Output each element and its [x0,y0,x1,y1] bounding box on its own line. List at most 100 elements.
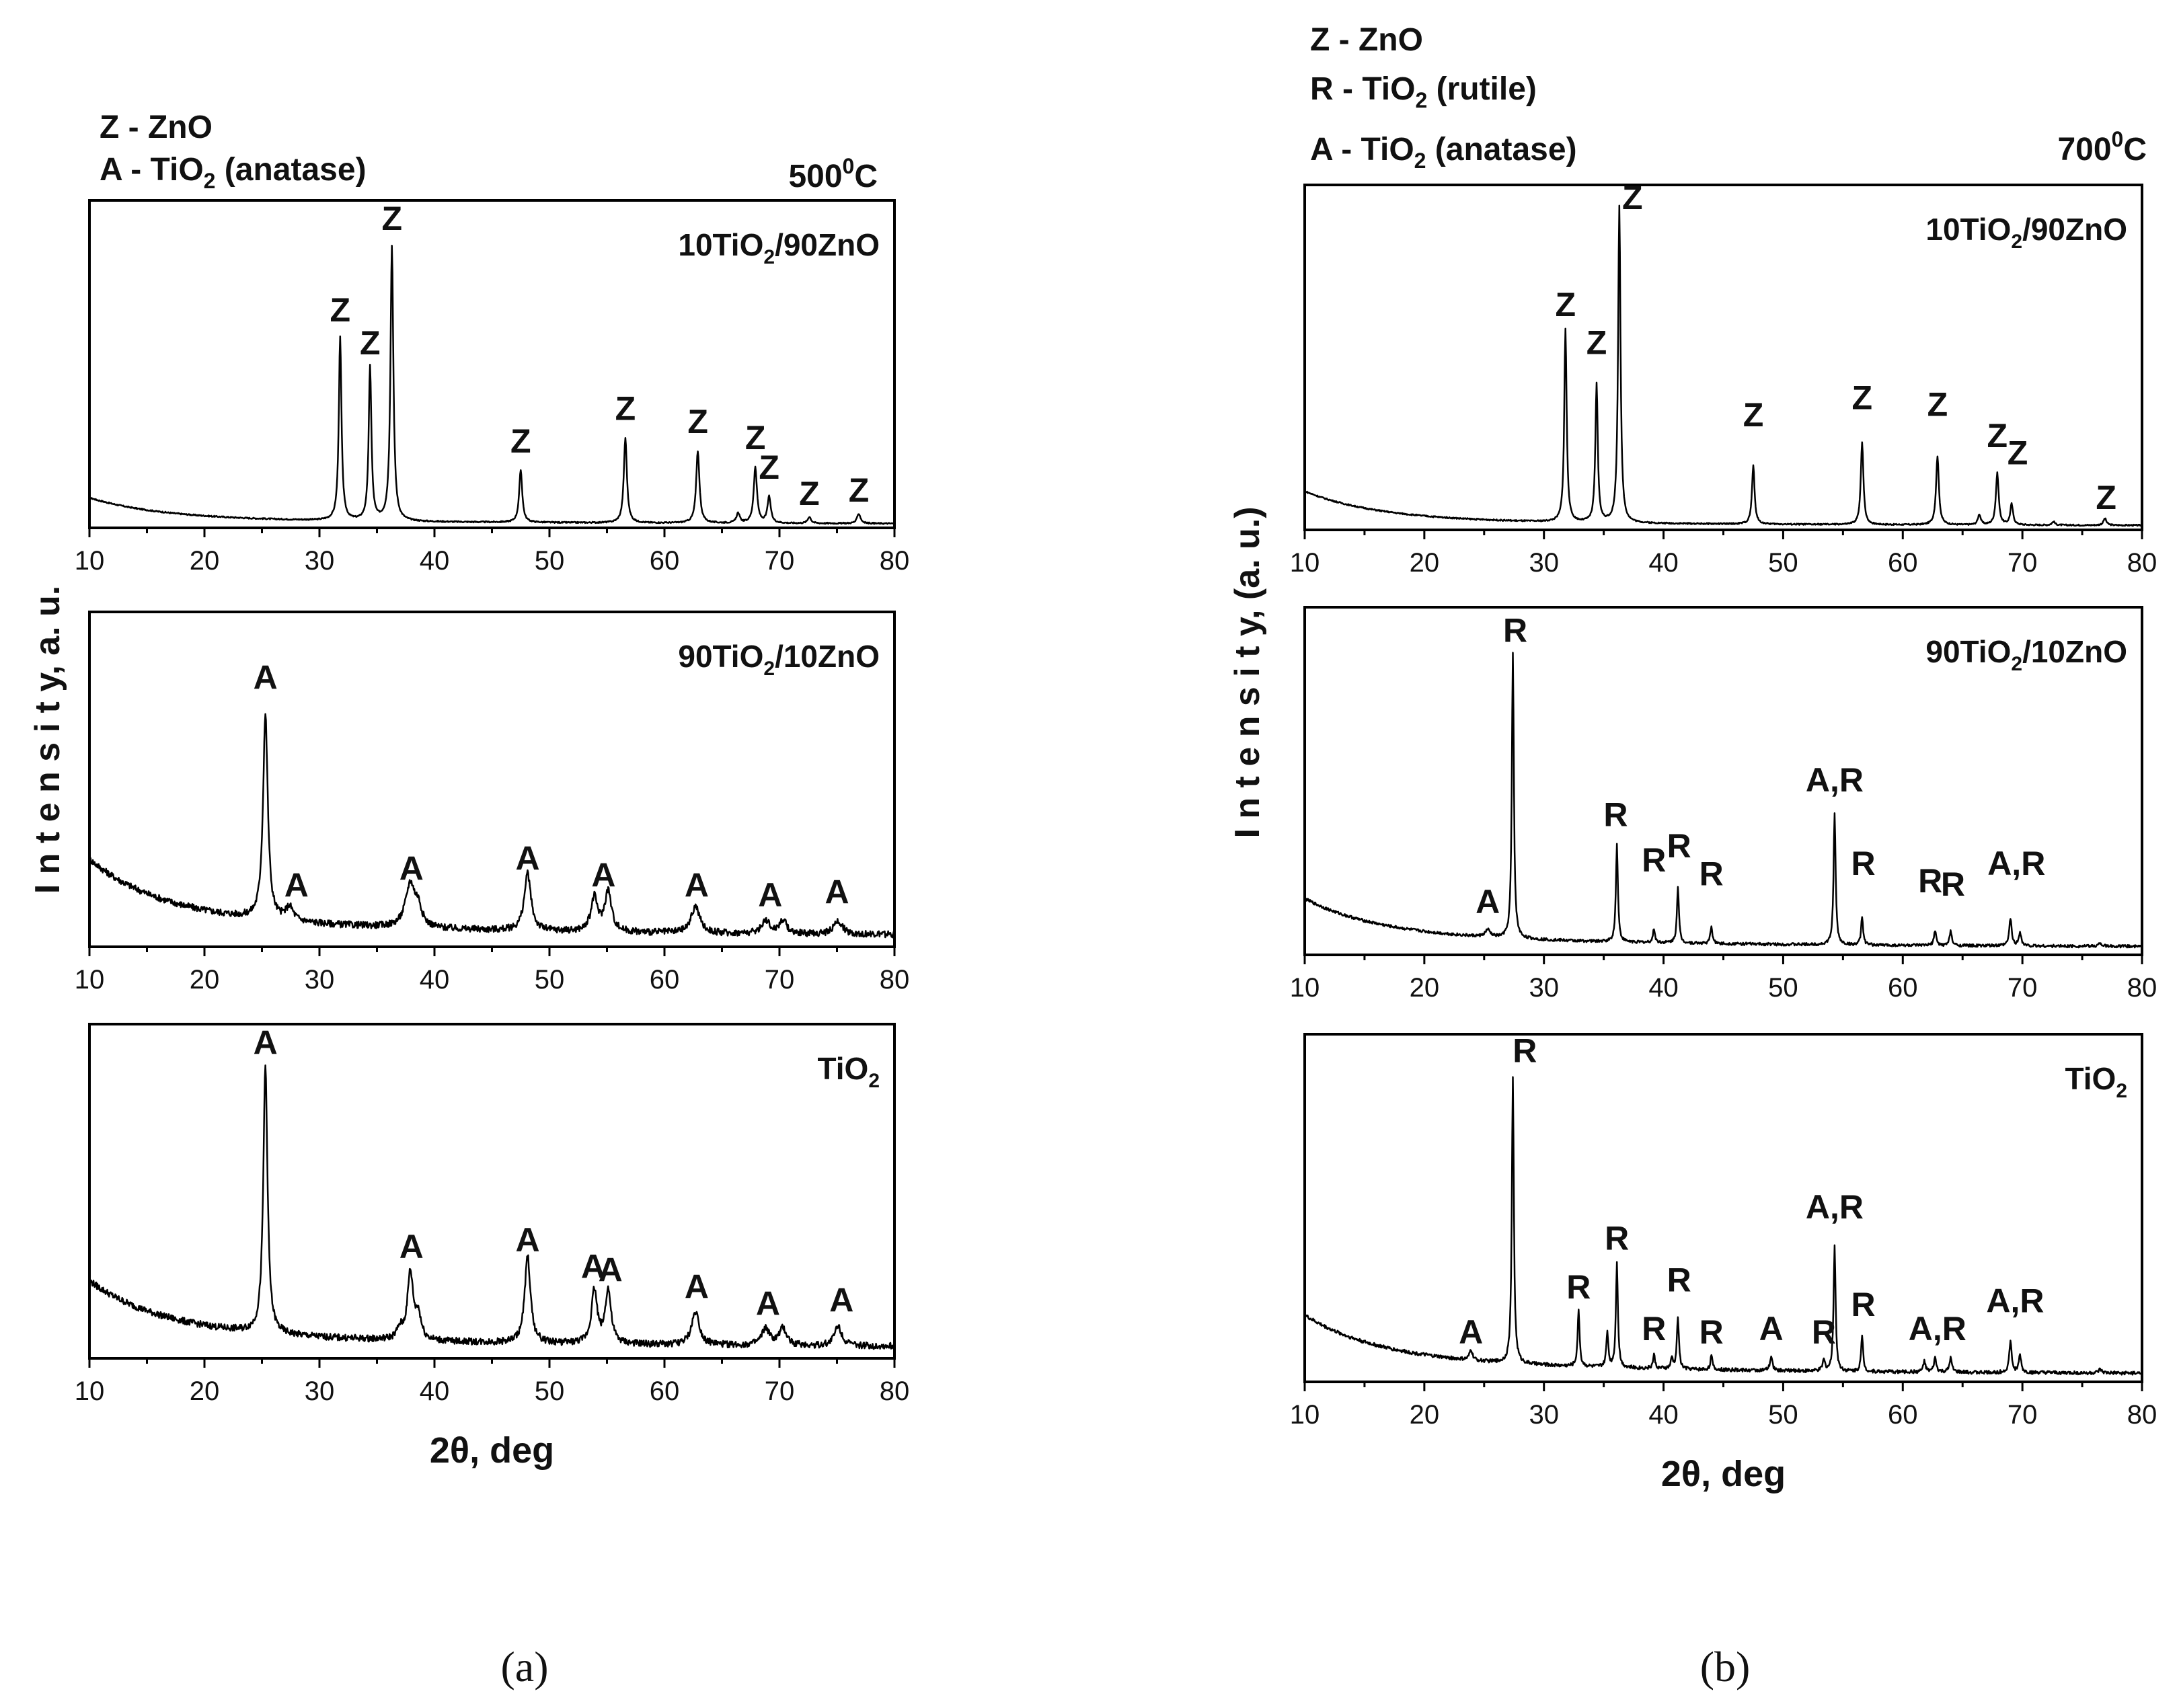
phase-marker-z: Z [687,403,708,440]
phase-marker-r: R [1812,1313,1836,1351]
sample-title-rest: /90ZnO [775,227,880,262]
left-legend-zno: Z - ZnO [100,110,213,145]
x-tick-label: 30 [305,965,335,995]
xrd-spectrum-line [1303,652,2143,949]
x-tick-label: 40 [1648,973,1679,1003]
x-tick-label: 60 [650,965,680,995]
phase-marker-a: A [284,866,309,904]
phase-marker-a-r: A,R [1986,1282,2044,1320]
x-tick-label: 10 [1290,1400,1320,1430]
right-legend-zno: Z - ZnO [1310,22,1423,58]
phase-marker-z: Z [1927,386,1948,424]
x-tick-label: 80 [880,965,910,995]
x-tick-label: 70 [2008,1400,2038,1430]
phase-marker-z: Z [759,449,779,486]
x-tick-label: 70 [2008,548,2038,578]
phase-marker-z: Z [1987,417,2008,455]
right-legend-anatase: A - TiO2 (anatase) [1310,132,1577,173]
x-tick-label: 80 [880,1376,910,1406]
phase-marker-z: Z [745,419,766,457]
sample-title-main: 10TiO [1925,212,2011,247]
phase-marker-r: R [1642,1310,1666,1348]
x-tick-label: 40 [1648,548,1679,578]
phase-marker-a: A [758,876,782,914]
x-tick-label: 10 [1290,548,1320,578]
x-tick-label: 60 [650,546,680,576]
sample-title: 90TiO2/10ZnO [678,639,880,680]
right-y-axis-label: I n t e n s i t y, (a. u.) [1228,506,1267,838]
phase-marker-r: R [1513,1032,1537,1069]
phase-marker-r: R [1605,1220,1629,1257]
phase-marker-a: A [685,866,709,904]
sample-title-rest: /10ZnO [2022,634,2127,669]
phase-marker-z: Z [510,422,531,460]
phase-marker-a: A [1759,1310,1784,1348]
x-tick-label: 20 [190,1376,220,1406]
sample-title-rest: /10ZnO [775,639,880,674]
phase-marker-r: R [1667,1261,1691,1299]
x-tick-label: 30 [305,1376,335,1406]
x-tick-label: 80 [2127,1400,2157,1430]
x-tick-label: 60 [1888,548,1918,578]
x-tick-label: 60 [1888,1400,1918,1430]
phase-marker-r: R [1699,855,1724,893]
x-tick-label: 30 [305,546,335,576]
xrd-spectrum-line [1304,204,2143,527]
x-tick-label: 30 [1529,548,1559,578]
phase-marker-a: A [515,1221,539,1259]
phase-marker-z: Z [330,291,351,329]
x-tick-label: 40 [420,546,450,576]
x-axis-label: 2θ, deg [430,1430,554,1471]
x-tick-label: 20 [190,546,220,576]
phase-marker-z: Z [1743,396,1764,434]
phase-marker-a: A [829,1281,853,1319]
x-tick-label: 80 [2127,548,2157,578]
phase-marker-z: Z [381,200,402,237]
phase-marker-z: Z [849,471,870,509]
x-tick-label: 70 [2008,973,2038,1003]
phase-marker-z: Z [615,389,636,427]
phase-marker-r: R [1851,845,1876,882]
sample-title-main: 90TiO [1925,634,2011,669]
phase-marker-a: A [399,849,424,887]
phase-marker-a-r: A,R [1806,1188,1864,1226]
sample-title-subscript: 2 [2011,653,2022,675]
x-tick-label: 10 [75,1376,105,1406]
xrd-spectrum-line [1303,1076,2143,1376]
phase-marker-r: R [1918,862,1942,900]
sample-title-main: 90TiO [678,639,763,674]
x-tick-label: 10 [1290,973,1320,1003]
right-legend-rutile: R - TiO2 (rutile) [1310,71,1537,112]
phase-marker-a: A [515,839,539,877]
x-tick-label: 80 [880,546,910,576]
x-tick-label: 30 [1529,973,1559,1003]
x-tick-label: 20 [1410,973,1440,1003]
phase-marker-z: Z [1555,286,1576,323]
x-tick-label: 50 [1768,1400,1798,1430]
phase-marker-a: A [685,1268,709,1306]
xrd-spectrum-line [88,713,896,939]
phase-marker-r: R [1642,841,1666,879]
phase-marker-a-r: A,R [1909,1310,1966,1348]
sample-title: 10TiO2/90ZnO [1925,212,2127,253]
right-phase-legend: Z - ZnO R - TiO2 (rutile) A - TiO2 (anat… [1310,22,1577,173]
panel-a2: 10 20 30 40 50 60 70 80 A A A A A A A A 90TiO2/10ZnO [75,611,910,995]
sample-title-main: TiO [817,1051,868,1086]
sample-title-rest: /90ZnO [2022,212,2127,247]
phase-marker-z: Z [799,475,820,512]
caption-b: (b) [1700,1643,1751,1691]
x-tick-label: 10 [75,965,105,995]
x-tick-label: 40 [420,1376,450,1406]
phase-marker-r: R [1503,612,1527,650]
x-tick-label: 70 [765,546,795,576]
caption-a: (a) [500,1643,548,1691]
phase-marker-r: R [1603,796,1628,834]
